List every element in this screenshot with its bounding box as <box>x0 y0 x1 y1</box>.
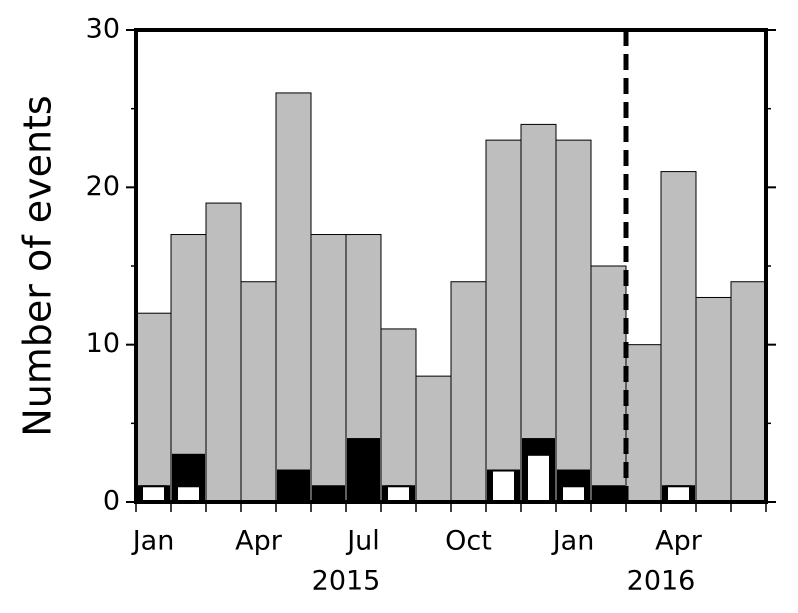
bar <box>415 375 452 503</box>
x-group-label: 2016 <box>627 566 696 597</box>
bar <box>666 485 691 503</box>
x-group-label: 2015 <box>312 566 381 597</box>
bar <box>205 202 242 503</box>
bar <box>485 139 522 503</box>
y-axis-label: Number of events <box>16 95 60 436</box>
bar <box>526 453 551 503</box>
bar <box>590 265 627 503</box>
bar <box>312 485 345 503</box>
x-tick-label: Apr <box>235 526 283 557</box>
x-tick-label: Oct <box>445 526 492 557</box>
y-tick-label: 10 <box>86 328 120 359</box>
bar <box>660 171 697 503</box>
bar <box>730 281 767 503</box>
x-tick-label: Jan <box>131 526 175 557</box>
bar <box>491 469 516 503</box>
bar <box>141 485 166 503</box>
bar <box>695 296 732 503</box>
bar <box>275 92 312 503</box>
bar <box>625 344 662 503</box>
bar <box>561 485 586 503</box>
bar <box>380 328 417 503</box>
y-tick-label: 30 <box>86 14 120 45</box>
x-tick-label: Apr <box>655 526 703 557</box>
bar <box>386 485 411 503</box>
bar <box>450 281 487 503</box>
x-tick-label: Jan <box>551 526 595 557</box>
bar <box>555 139 592 503</box>
y-tick-label: 20 <box>86 171 120 202</box>
bar <box>176 485 201 503</box>
bar <box>240 281 277 503</box>
bar <box>592 485 625 503</box>
x-tick-label: Jul <box>345 526 380 557</box>
y-tick-label: 0 <box>103 486 120 517</box>
bar <box>347 438 380 504</box>
bar <box>277 469 310 503</box>
bar <box>310 234 347 503</box>
bar <box>135 312 172 503</box>
